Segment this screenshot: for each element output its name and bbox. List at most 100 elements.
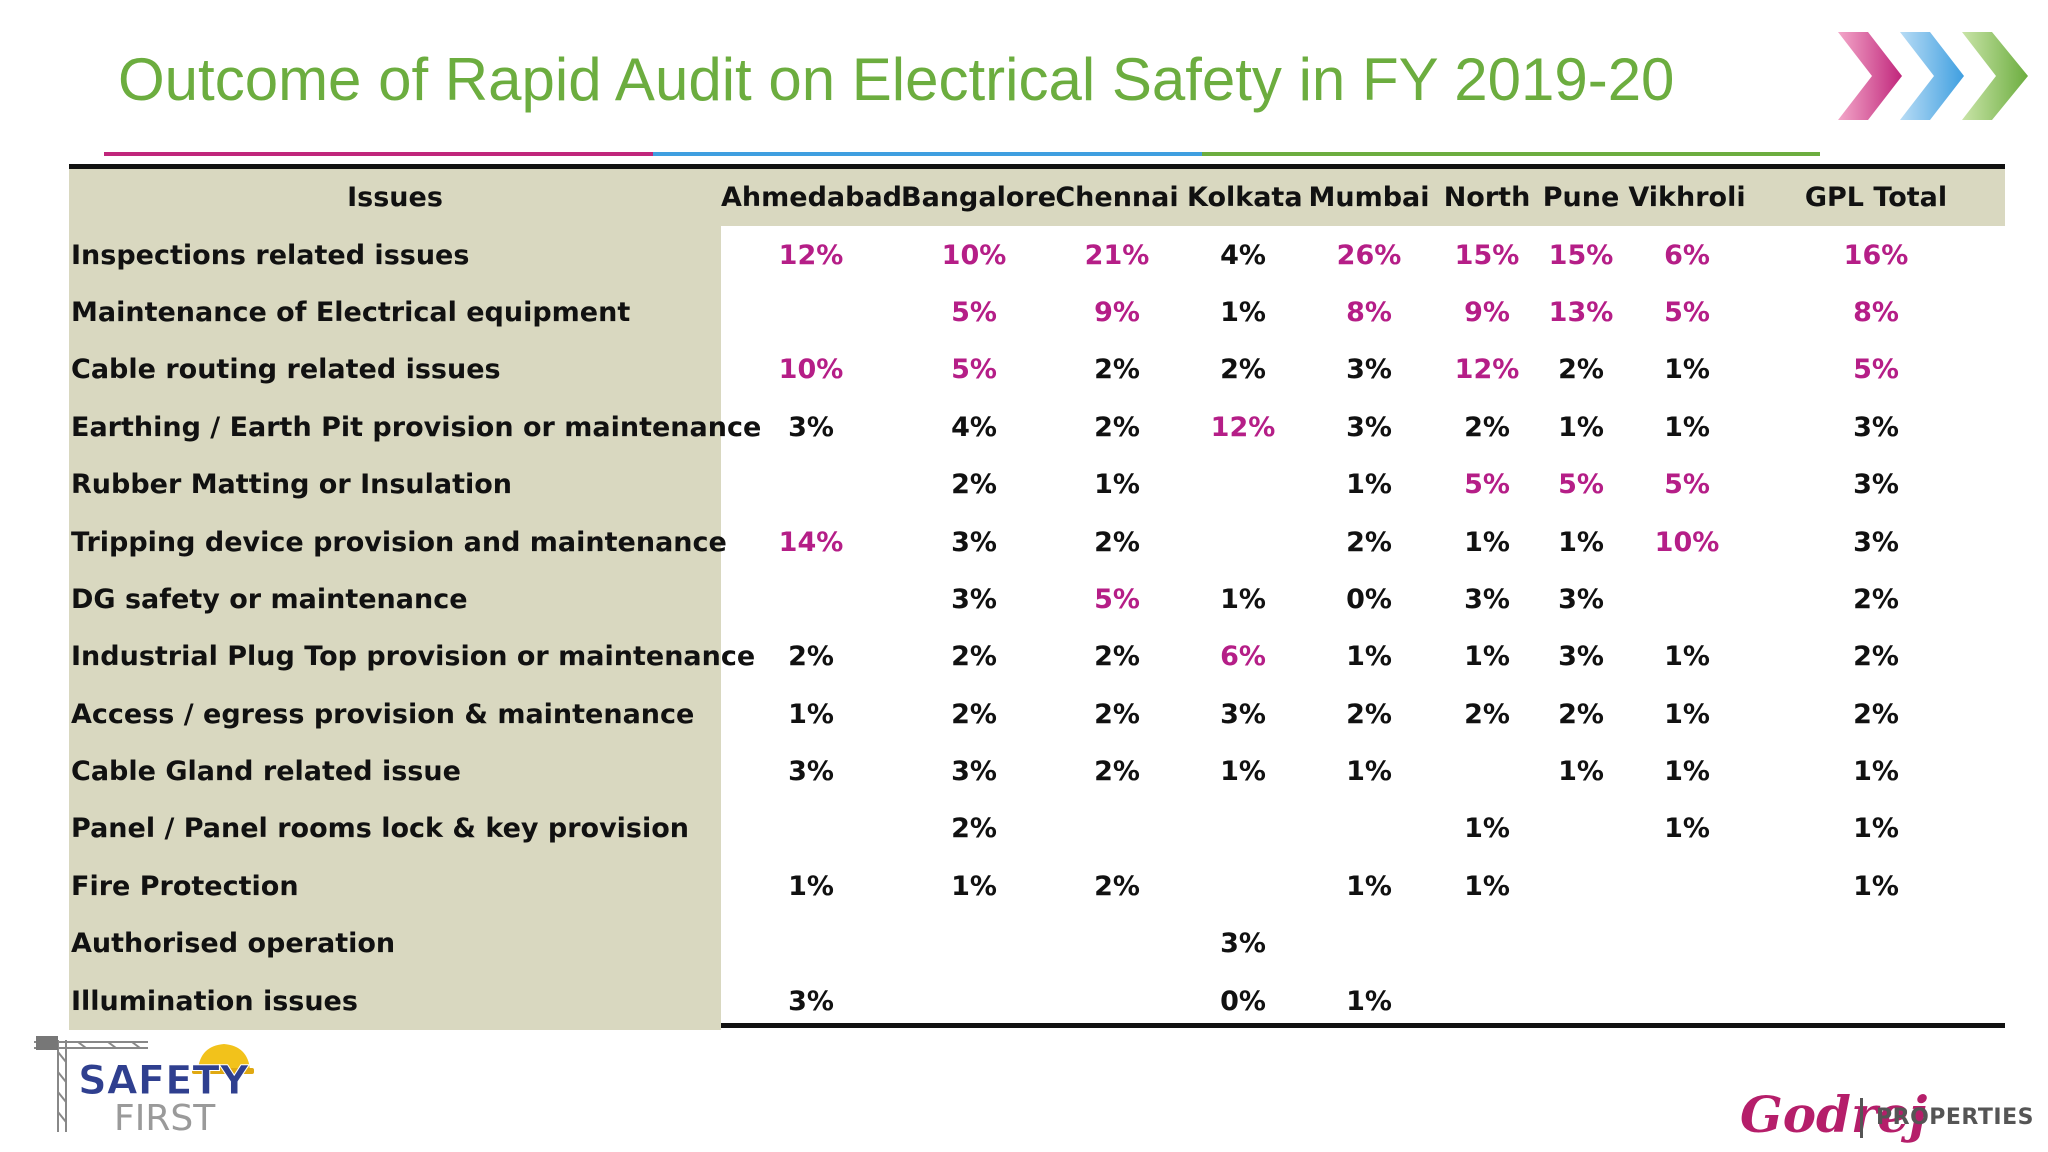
table-cell bbox=[1187, 858, 1299, 915]
table-cell bbox=[1535, 800, 1627, 857]
header-gpl-total: GPL Total bbox=[1747, 169, 2005, 227]
table-cell: 1% bbox=[1094, 469, 1140, 501]
table-row: Fire Protection 1% 1% 2% 1% 1% 1% bbox=[69, 857, 2005, 916]
table-cell: 5% bbox=[1094, 583, 1140, 615]
table-cell: 1% bbox=[1853, 756, 1899, 788]
table-cell: 2% bbox=[951, 469, 997, 501]
table-cell: 3% bbox=[1464, 583, 1510, 615]
header-pune: Pune bbox=[1535, 169, 1627, 227]
header-vikhroli: Vikhroli bbox=[1627, 169, 1747, 227]
table-cell: 6% bbox=[1220, 641, 1266, 673]
page-title: Outcome of Rapid Audit on Electrical Saf… bbox=[118, 46, 1675, 113]
issue-label: Maintenance of Electrical equipment bbox=[69, 283, 721, 342]
table-cell bbox=[1047, 972, 1187, 1029]
table-cell bbox=[721, 571, 901, 628]
table-cell bbox=[1627, 972, 1747, 1029]
table-cell: 1% bbox=[951, 870, 997, 902]
table-row: Earthing / Earth Pit provision or mainte… bbox=[69, 398, 2005, 456]
table-cell: 2% bbox=[951, 698, 997, 730]
table-cell: 5% bbox=[951, 354, 997, 386]
table-cell: 3% bbox=[951, 526, 997, 558]
table-cell bbox=[1439, 972, 1535, 1029]
title-divider bbox=[104, 152, 1820, 156]
table-cell bbox=[721, 800, 901, 857]
table-cell: 8% bbox=[1346, 296, 1392, 328]
table-body: Inspections related issues 12% 10% 21% 4% 26%… bbox=[69, 226, 2005, 1030]
table-cell: 21% bbox=[1084, 239, 1150, 271]
table-cell: 2% bbox=[1094, 354, 1140, 386]
table-cell bbox=[721, 915, 901, 972]
table-row: DG safety or maintenance 3% 5% 1% 0% 3% 3% 2% bbox=[69, 570, 2005, 629]
table-cell: 3% bbox=[1220, 928, 1266, 960]
table-cell bbox=[1535, 915, 1627, 972]
table-row: Panel / Panel rooms lock & key provision… bbox=[69, 800, 2005, 858]
table-cell: 2% bbox=[1853, 698, 1899, 730]
table-cell: 3% bbox=[1853, 411, 1899, 443]
table-row: Industrial Plug Top provision or mainten… bbox=[69, 628, 2005, 686]
table-cell: 10% bbox=[941, 239, 1007, 271]
table-cell: 2% bbox=[1464, 411, 1510, 443]
safety-logo-line2: FIRST bbox=[114, 1098, 216, 1136]
table-cell: 1% bbox=[1664, 641, 1710, 673]
table-cell bbox=[1187, 800, 1299, 857]
table-cell: 1% bbox=[1464, 813, 1510, 845]
table-cell: 1% bbox=[1220, 296, 1266, 328]
table-cell: 1% bbox=[1346, 641, 1392, 673]
table-cell: 1% bbox=[1558, 756, 1604, 788]
header-kolkata: Kolkata bbox=[1187, 169, 1303, 227]
table-row: Authorised operation 3% bbox=[69, 915, 2005, 973]
table-cell: 15% bbox=[1454, 239, 1520, 271]
table-cell: 1% bbox=[1853, 870, 1899, 902]
table-cell bbox=[721, 284, 901, 341]
table-cell: 1% bbox=[1853, 813, 1899, 845]
issue-label: Illumination issues bbox=[69, 972, 721, 1030]
table-cell: 2% bbox=[1853, 583, 1899, 615]
table-cell bbox=[1627, 571, 1747, 628]
table-cell bbox=[1627, 915, 1747, 972]
table-cell: 10% bbox=[1654, 526, 1720, 558]
table-cell: 5% bbox=[1558, 469, 1604, 501]
audit-table-container: Issues Ahmedabad Bangalore Chennai Kolkata Mu… bbox=[69, 164, 2005, 1030]
table-cell: 5% bbox=[1464, 469, 1510, 501]
issue-label: Tripping device provision and maintenanc… bbox=[69, 513, 727, 571]
table-row: Cable Gland related issue 3% 3% 2% 1% 1% 1% 1% 1… bbox=[69, 742, 2005, 801]
table-cell: 8% bbox=[1853, 296, 1899, 328]
table-cell: 2% bbox=[1094, 411, 1140, 443]
table-cell: 2% bbox=[1853, 641, 1899, 673]
table-cell: 2% bbox=[1094, 641, 1140, 673]
table-cell bbox=[1047, 800, 1187, 857]
table-cell: 1% bbox=[1664, 698, 1710, 730]
table-cell: 1% bbox=[1464, 870, 1510, 902]
table-row: Inspections related issues 12% 10% 21% 4% 26%… bbox=[69, 226, 2005, 284]
table-cell: 1% bbox=[1220, 583, 1266, 615]
table-cell: 5% bbox=[1853, 354, 1899, 386]
table-cell: 2% bbox=[1094, 870, 1140, 902]
table-cell bbox=[721, 456, 901, 513]
header-chennai: Chennai bbox=[1047, 169, 1187, 227]
godrej-logo-properties: PROPERTIES bbox=[1876, 1105, 2034, 1130]
table-cell bbox=[1747, 972, 2005, 1029]
table-cell: 1% bbox=[1346, 469, 1392, 501]
logo-divider bbox=[1860, 1098, 1863, 1138]
table-cell: 1% bbox=[1664, 354, 1710, 386]
issue-label: Fire Protection bbox=[69, 857, 721, 916]
table-cell: 14% bbox=[778, 526, 844, 558]
issue-label: Inspections related issues bbox=[69, 226, 721, 284]
table-cell bbox=[1187, 513, 1299, 570]
table-row: Access / egress provision & maintenance 1… bbox=[69, 685, 2005, 743]
table-row: Tripping device provision and maintenanc… bbox=[69, 513, 2005, 571]
table-row: Illumination issues 3% 0% 1% bbox=[69, 972, 2005, 1030]
issue-label: Panel / Panel rooms lock & key provision bbox=[69, 800, 721, 858]
table-cell: 1% bbox=[1558, 526, 1604, 558]
table-cell: 2% bbox=[951, 813, 997, 845]
table-cell: 2% bbox=[1094, 756, 1140, 788]
table-cell: 9% bbox=[1464, 296, 1510, 328]
godrej-logo-script: Godrej bbox=[1740, 1085, 1928, 1144]
issue-label: Access / egress provision & maintenance bbox=[69, 685, 721, 743]
table-cell: 16% bbox=[1843, 239, 1909, 271]
table-cell: 1% bbox=[1464, 526, 1510, 558]
issue-label: Rubber Matting or Insulation bbox=[69, 455, 721, 514]
issue-label: DG safety or maintenance bbox=[69, 570, 721, 629]
table-cell: 4% bbox=[1220, 239, 1266, 271]
table-cell: 3% bbox=[1346, 354, 1392, 386]
